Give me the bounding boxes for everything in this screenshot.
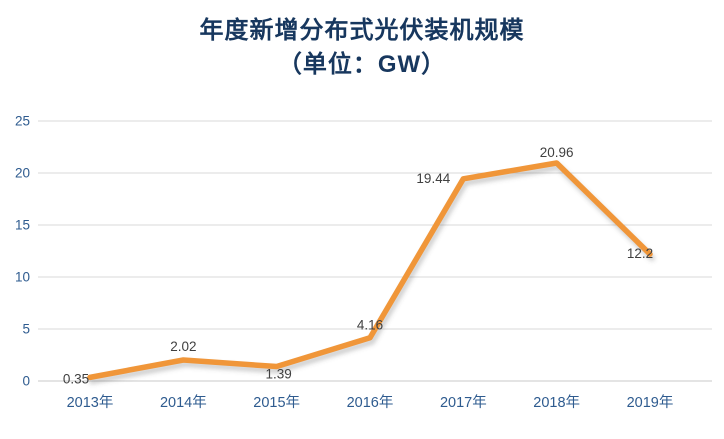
y-axis-tick-label: 25 xyxy=(15,114,30,129)
data-point-label: 4.16 xyxy=(357,318,383,333)
chart-title: 年度新增分布式光伏装机规模 xyxy=(199,17,525,44)
line-chart-svg: 0 5 10 15 20 25 2013年 2014年 2015年 2016年 2017年 2018… xyxy=(15,114,712,411)
y-axis-tick-label: 10 xyxy=(15,270,30,285)
x-axis-labels-group: 2013年 2014年 2015年 2016年 2017年 2018年 2019年 xyxy=(67,394,674,411)
data-point-label: 0.35 xyxy=(63,371,89,386)
y-axis-labels-group: 0 5 10 15 20 25 xyxy=(15,114,30,389)
x-axis-category-label: 2016年 xyxy=(347,394,394,411)
x-axis-category-label: 2017年 xyxy=(440,394,487,411)
y-axis-tick-label: 15 xyxy=(15,218,30,233)
data-point-label: 19.44 xyxy=(416,171,450,186)
x-axis-category-label: 2015年 xyxy=(253,394,300,411)
series-group xyxy=(87,160,655,385)
x-axis-category-label: 2013年 xyxy=(67,394,114,411)
chart-title-block: 年度新增分布式光伏装机规模 （单位：GW） xyxy=(0,0,724,82)
data-point-label: 1.39 xyxy=(266,367,292,382)
data-point-label: 2.02 xyxy=(170,339,196,354)
data-point-label: 12.2 xyxy=(627,246,653,261)
x-axis-category-label: 2019年 xyxy=(627,394,674,411)
chart-area: 0 5 10 15 20 25 2013年 2014年 2015年 2016年 2017年 2018… xyxy=(0,98,724,434)
y-axis-tick-label: 0 xyxy=(22,374,30,389)
data-point-label: 20.96 xyxy=(540,145,574,160)
point-labels-group: 0.35 2.02 1.39 4.16 19.44 20.96 12.2 xyxy=(63,145,653,386)
data-series-line xyxy=(87,160,653,381)
x-axis-category-label: 2014年 xyxy=(160,394,207,411)
y-axis-tick-label: 20 xyxy=(15,166,30,181)
y-axis-tick-label: 5 xyxy=(22,322,30,337)
x-axis-category-label: 2018年 xyxy=(533,394,580,411)
gridlines-group xyxy=(38,120,712,382)
chart-subtitle: （单位：GW） xyxy=(277,51,447,79)
